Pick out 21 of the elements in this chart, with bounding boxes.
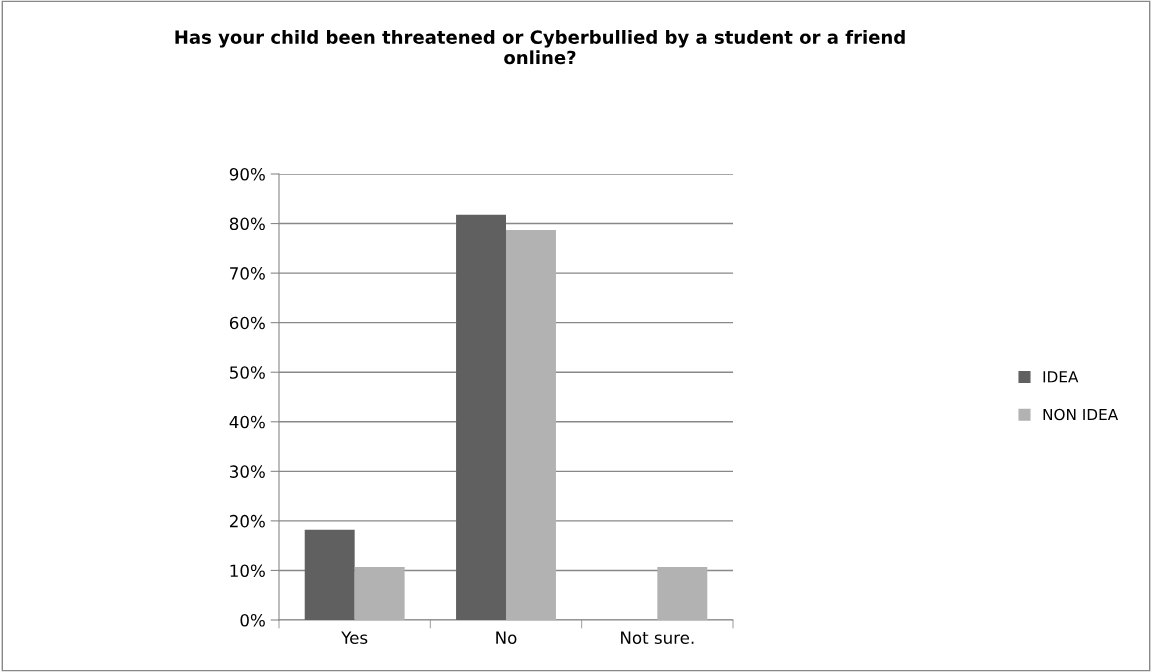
x-tick-label: Not sure. <box>621 631 694 645</box>
y-tick-label: 60% <box>229 316 265 330</box>
y-tick-label: 20% <box>229 514 265 528</box>
y-tick-label: 30% <box>230 465 265 478</box>
bar <box>506 230 556 620</box>
x-tick-label: No <box>496 631 517 645</box>
bar <box>657 566 708 620</box>
y-tick-label: 70% <box>230 267 265 280</box>
chart-title: Has your child been threatened or Cyberbullied by a student or a friend online? <box>175 30 905 65</box>
x-tick-label: Yes <box>341 631 368 645</box>
bar <box>354 566 405 620</box>
legend-label: NON IDEA <box>1043 408 1119 421</box>
y-tick-label: 80% <box>229 217 265 231</box>
y-tick-label: 10% <box>230 564 265 578</box>
y-tick-label: 40% <box>229 415 265 429</box>
bar <box>456 214 506 620</box>
y-tick-label: 0% <box>240 613 265 627</box>
bar <box>304 529 355 620</box>
legend-label: IDEA <box>1043 371 1079 383</box>
y-tick-label: 50% <box>230 366 265 379</box>
y-tick-label: 90% <box>229 167 265 181</box>
